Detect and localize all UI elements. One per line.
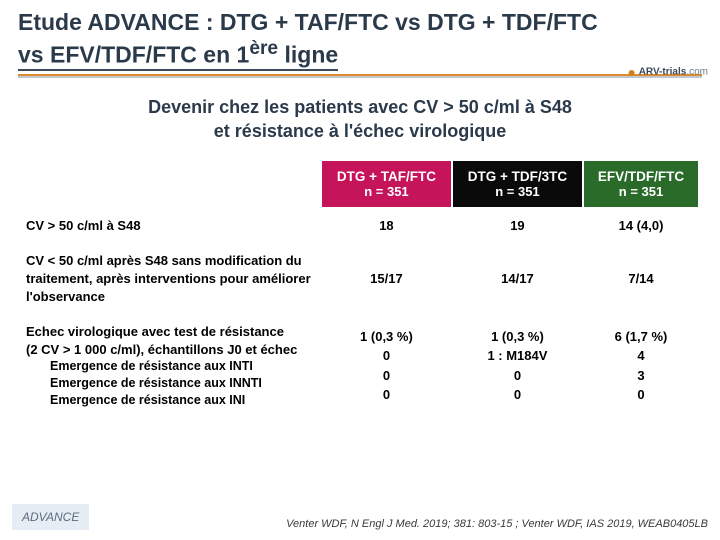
page-title: Etude ADVANCE : DTG + TAF/FTC vs DTG + T… bbox=[18, 8, 702, 71]
title-line2: vs EFV/TDF/FTC en 1ère ligne bbox=[18, 37, 338, 71]
row-head: CV < 50 c/ml après S48 sans modification… bbox=[21, 243, 321, 314]
logo-text: ARV-trials bbox=[639, 67, 687, 78]
subtitle: Devenir chez les patients avec CV > 50 c… bbox=[40, 96, 680, 143]
table-header-row: DTG + TAF/FTC n = 351 DTG + TDF/3TC n = … bbox=[21, 160, 699, 208]
cell: 14/17 bbox=[452, 243, 583, 314]
title-rule bbox=[18, 74, 702, 78]
cell: 19 bbox=[452, 208, 583, 244]
cell: 7/14 bbox=[583, 243, 699, 314]
cell: 6 (1,7 %) 4 3 0 bbox=[583, 314, 699, 418]
cell: 15/17 bbox=[321, 243, 452, 314]
row-head: CV > 50 c/ml à S48 bbox=[21, 208, 321, 244]
header-empty bbox=[21, 160, 321, 208]
logo-suffix: .com bbox=[686, 67, 708, 78]
table-row: CV > 50 c/ml à S48 18 19 14 (4,0) bbox=[21, 208, 699, 244]
citation: Venter WDF, N Engl J Med. 2019; 381: 803… bbox=[286, 518, 708, 530]
table-row: CV < 50 c/ml après S48 sans modification… bbox=[21, 243, 699, 314]
row-head: Echec virologique avec test de résistanc… bbox=[21, 314, 321, 418]
title-block: Etude ADVANCE : DTG + TAF/FTC vs DTG + T… bbox=[0, 0, 720, 82]
cell: 18 bbox=[321, 208, 452, 244]
study-badge: ADVANCE bbox=[12, 504, 89, 530]
logo-dot-icon: ● bbox=[627, 64, 635, 80]
footer: ADVANCE Venter WDF, N Engl J Med. 2019; … bbox=[0, 504, 720, 530]
cell: 1 (0,3 %) 1 : M184V 0 0 bbox=[452, 314, 583, 418]
brand-logo: ● ARV-trials.com bbox=[627, 64, 708, 80]
col-header-2: DTG + TDF/3TC n = 351 bbox=[452, 160, 583, 208]
cell: 14 (4,0) bbox=[583, 208, 699, 244]
results-table: DTG + TAF/FTC n = 351 DTG + TDF/3TC n = … bbox=[20, 159, 700, 419]
col-header-3: EFV/TDF/FTC n = 351 bbox=[583, 160, 699, 208]
col-header-1: DTG + TAF/FTC n = 351 bbox=[321, 160, 452, 208]
table-row: Echec virologique avec test de résistanc… bbox=[21, 314, 699, 418]
cell: 1 (0,3 %) 0 0 0 bbox=[321, 314, 452, 418]
title-line1: Etude ADVANCE : DTG + TAF/FTC vs DTG + T… bbox=[18, 9, 598, 35]
